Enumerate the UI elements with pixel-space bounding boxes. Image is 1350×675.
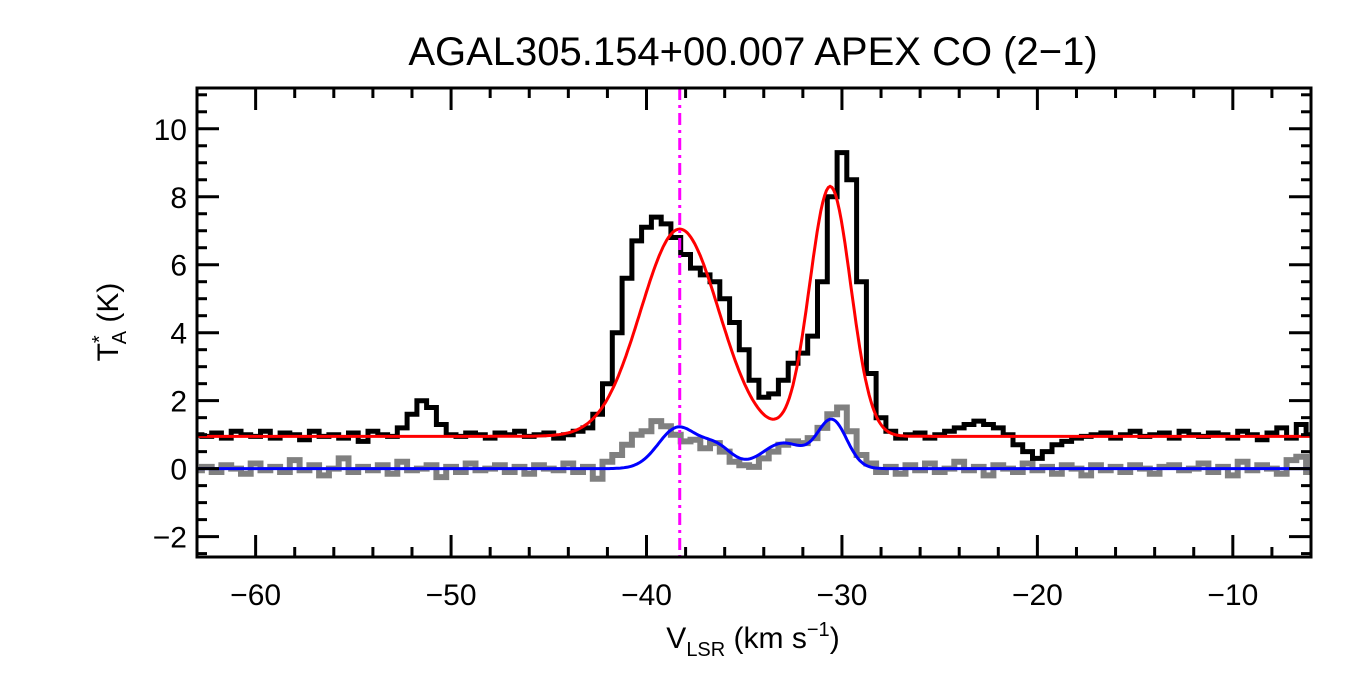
x-axis-label-main: V [666,622,686,655]
x-axis-label-rest: (km s [725,622,807,655]
x-axis-label-sub: LSR [686,639,725,661]
x-tick-label: −10 [1207,579,1258,612]
spectrum-line-1 [197,150,1311,461]
y-tick-label: 6 [170,250,187,283]
y-axis-label-sub: A [109,330,131,344]
y-axis-label-sup: * [89,335,111,343]
chart-title: AGAL305.154+00.007 APEX CO (2−1) [408,30,1097,74]
y-axis-label-rest: (K) [92,283,125,331]
x-tick-label: −40 [621,579,672,612]
y-axis-label-main: T [92,343,125,361]
plot-frame [195,86,1313,559]
x-tick-label: −20 [1012,579,1063,612]
y-tick-label: −2 [153,522,187,555]
spectrum-line-0 [197,404,1311,482]
x-axis-label-end: ) [830,622,840,655]
y-tick-label: 10 [154,114,187,147]
y-tick-label: 2 [170,386,187,419]
x-tick-label: −50 [426,579,477,612]
y-tick-label: 4 [170,318,187,351]
y-tick-label: 8 [170,182,187,215]
fit-line-3 [197,417,1311,471]
x-axis-label-sup: −1 [807,619,830,641]
y-axis-label: T*A (K) [89,283,131,362]
x-tick-label: −60 [230,579,281,612]
x-tick-label: −30 [817,579,868,612]
x-axis-label: VLSR (km s−1) [666,619,839,661]
y-tick-label: 0 [170,454,187,487]
fit-line-2 [197,184,1311,438]
series-layer [197,150,1311,482]
